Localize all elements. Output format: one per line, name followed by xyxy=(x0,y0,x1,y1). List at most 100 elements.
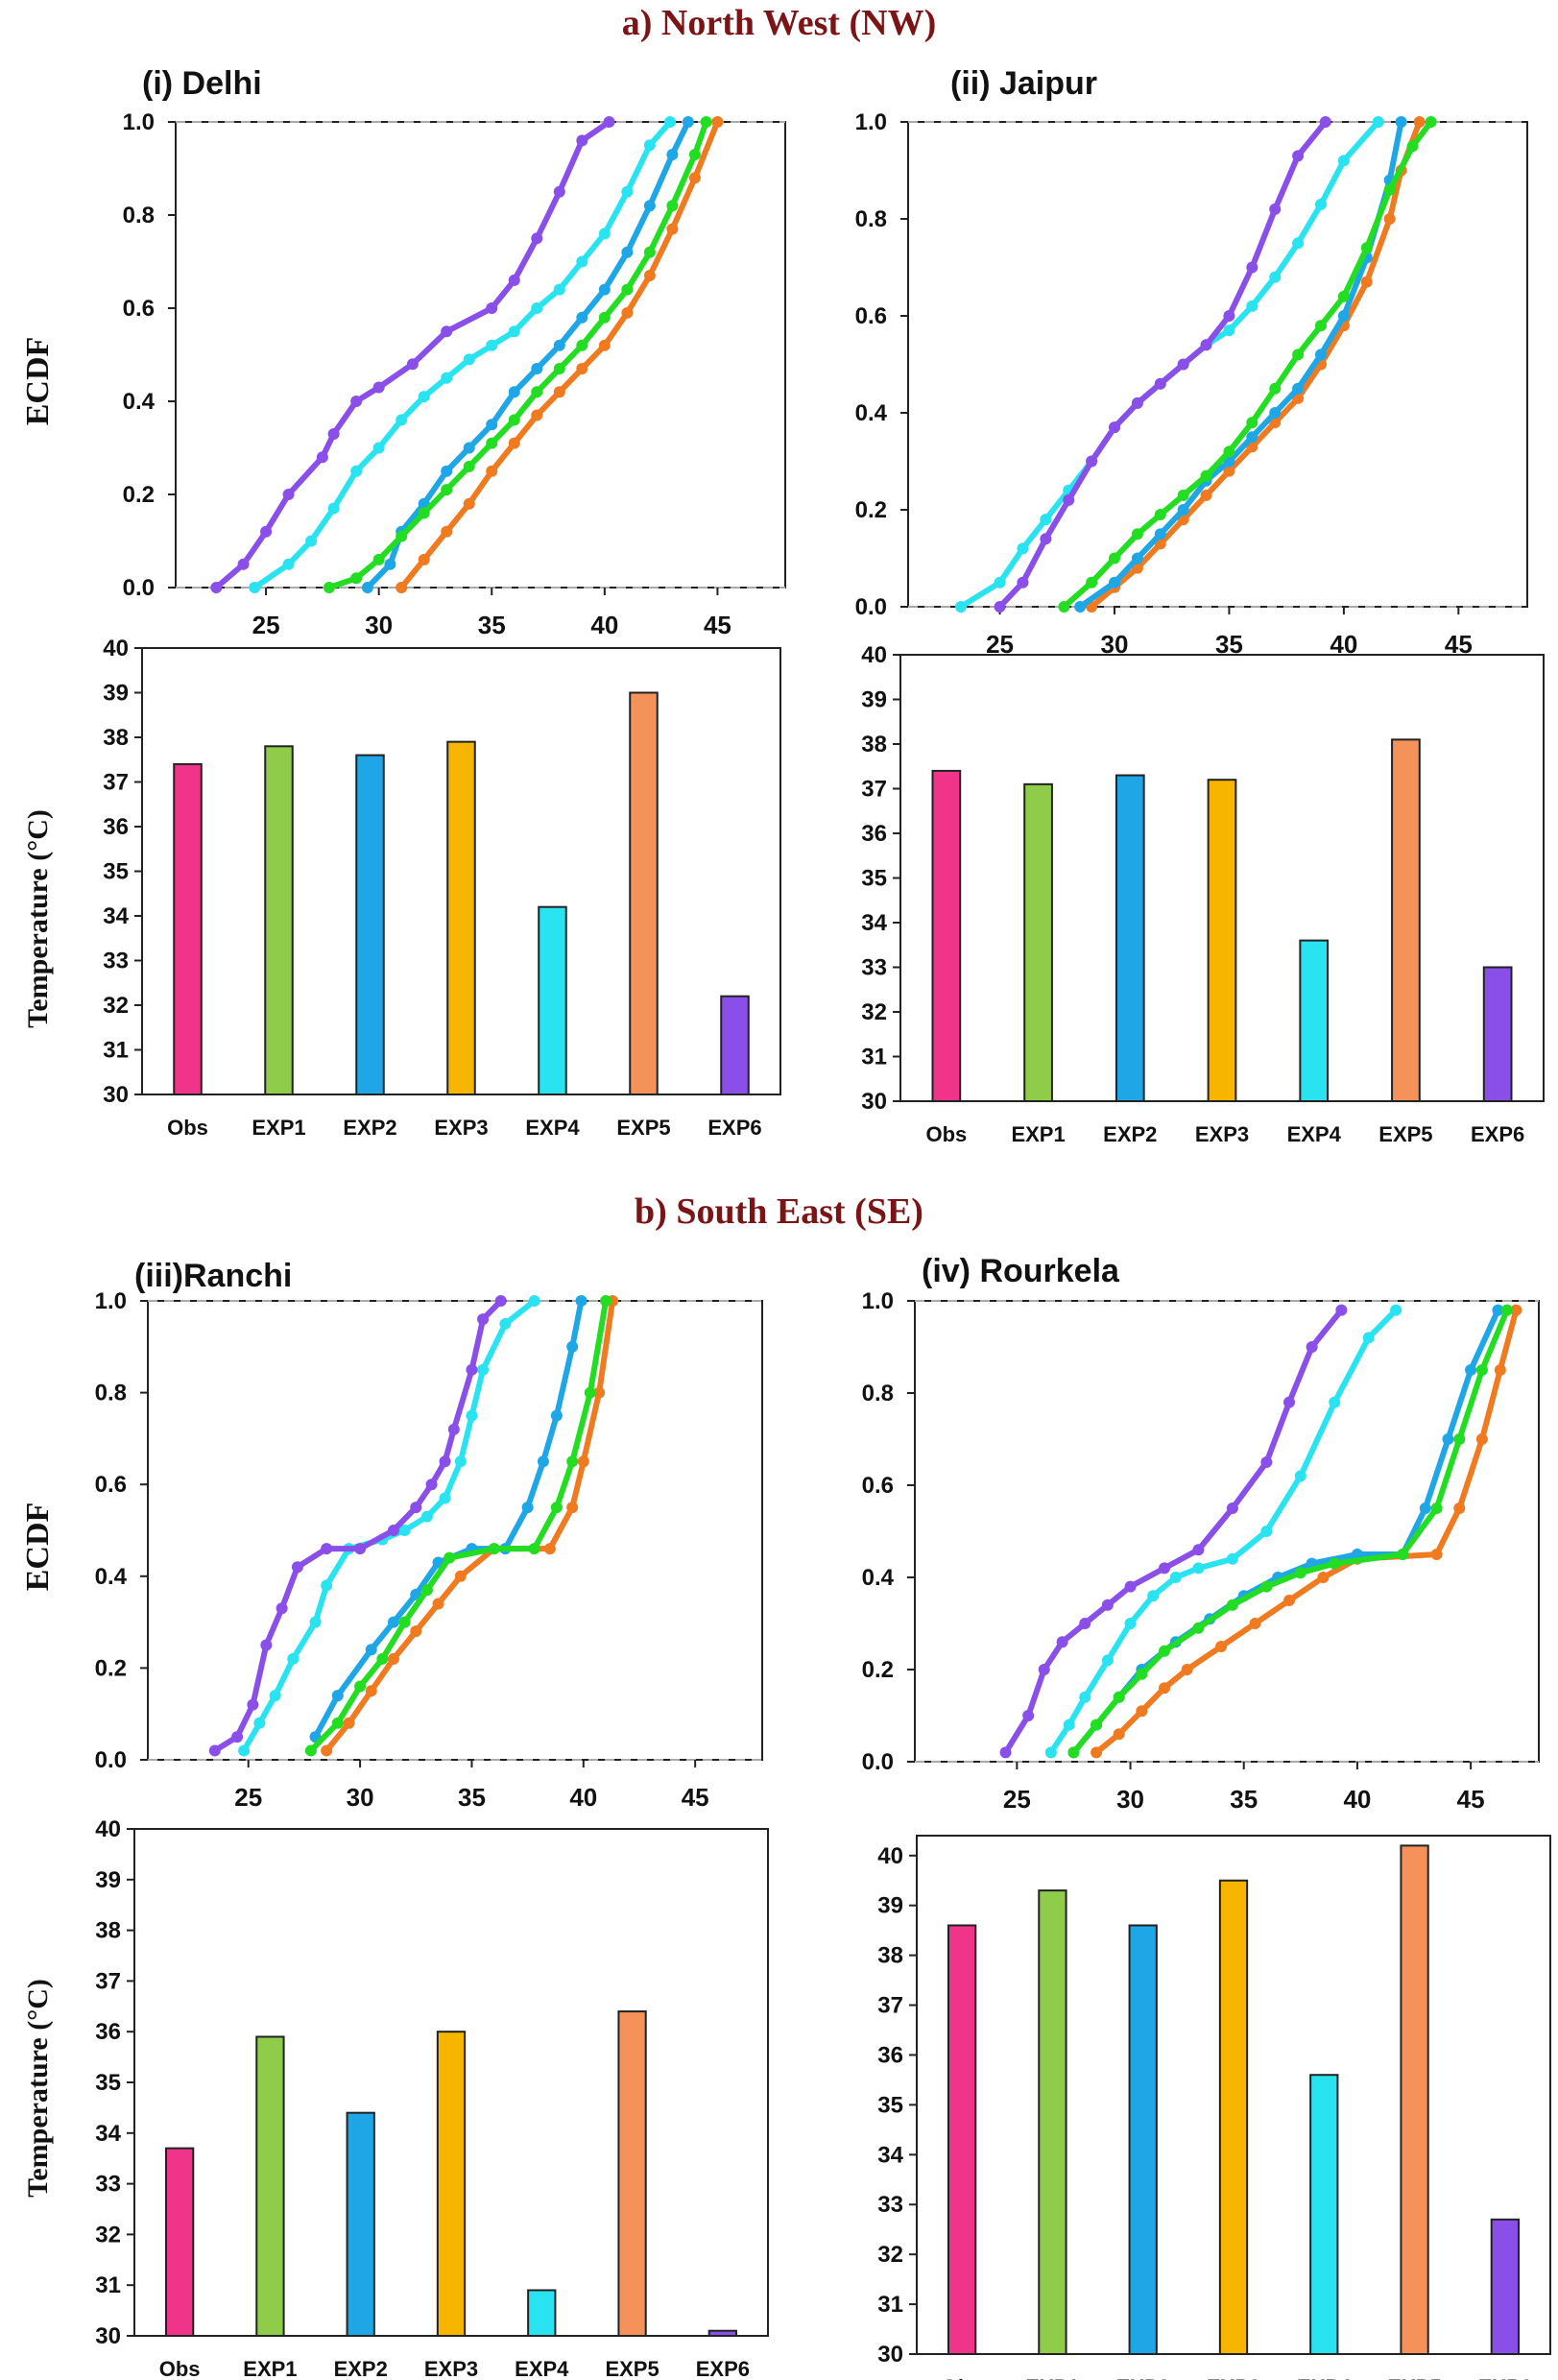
bar-5-bar-exp5 xyxy=(1391,738,1421,1102)
ecdf-2-point-exp4 xyxy=(499,1317,512,1330)
ecdf-2-point-exp1 xyxy=(443,1551,456,1564)
bar-5-xlabel-obs: Obs xyxy=(925,1122,967,1146)
ecdf-3-point-exp1 xyxy=(1397,1549,1409,1560)
ecdf-1-point-exp5 xyxy=(1200,489,1212,501)
ecdf-2-point-exp4 xyxy=(269,1690,281,1702)
ecdf-1-point-exp1 xyxy=(1177,489,1189,501)
panel-title-jaipur: (ii) Jaipur xyxy=(950,65,1098,102)
ecdf-3-point-exp2 xyxy=(1442,1433,1454,1445)
bar-7-xlabel-exp3: EXP3 xyxy=(1207,2375,1260,2380)
ecdf-3-xtick-label: 25 xyxy=(1003,1785,1031,1814)
bar-4-ytick-label: 39 xyxy=(103,681,129,707)
ecdf-1-point-exp4 xyxy=(994,576,1006,589)
bar-7-bar-exp6 xyxy=(1490,2218,1520,2355)
ecdf-2-point-exp5 xyxy=(543,1543,556,1555)
ecdf-0-point-exp1 xyxy=(621,283,634,296)
ecdf-3-series-exp4 xyxy=(1044,1304,1402,1759)
bar-7-xlabel-obs: Obs xyxy=(942,2375,983,2380)
bar-4-xlabel-exp3: EXP3 xyxy=(434,1116,488,1140)
ecdf-0-point-exp2 xyxy=(643,200,656,212)
ecdf-2-point-exp2 xyxy=(521,1502,534,1514)
ecdf-0-series-exp4 xyxy=(249,116,677,593)
ecdf-3-point-exp5 xyxy=(1249,1618,1261,1629)
ecdf-0-point-exp1 xyxy=(441,484,453,496)
ecdf-3-point-exp6 xyxy=(1124,1580,1137,1593)
ecdf-0-point-exp2 xyxy=(598,283,611,296)
ecdf-2-point-exp6 xyxy=(276,1602,288,1615)
ecdf-2-point-exp6 xyxy=(208,1744,221,1757)
ecdf-0-point-exp5 xyxy=(395,582,408,593)
ecdf-3-point-exp5 xyxy=(1494,1364,1506,1376)
ecdf-1-point-exp6 xyxy=(1063,493,1075,506)
ecdf-0-point-exp1 xyxy=(643,246,656,258)
bar-4-ytick-label: 40 xyxy=(103,636,129,661)
ecdf-1-point-exp1 xyxy=(1292,349,1305,361)
ecdf-2-point-exp5 xyxy=(343,1717,355,1729)
ecdf-3-point-exp1 xyxy=(1453,1433,1466,1445)
ecdf-3-point-exp4 xyxy=(1063,1719,1075,1731)
bar-5-bar-exp6 xyxy=(1482,966,1513,1102)
ecdf-1-point-exp2 xyxy=(1315,349,1327,361)
bar-5-ytick-label: 31 xyxy=(861,1045,887,1070)
bar-4-bar-exp1 xyxy=(264,745,294,1095)
ecdf-3-point-exp6 xyxy=(999,1746,1012,1759)
ecdf-0-point-exp2 xyxy=(621,246,634,258)
ecdf-2-point-exp5 xyxy=(365,1685,377,1697)
ecdf-0-point-exp6 xyxy=(486,302,498,314)
ecdf-0-point-exp6 xyxy=(282,489,295,500)
ecdf-3-point-exp5 xyxy=(1215,1641,1228,1652)
ecdf-3-xtick-label: 30 xyxy=(1116,1785,1144,1814)
ecdf-0-point-exp5 xyxy=(418,553,430,565)
ecdf-1-point-exp1 xyxy=(1360,242,1373,254)
ecdf-1-point-exp6 xyxy=(1223,310,1235,322)
bar-6-ytick-label: 38 xyxy=(95,1918,121,1944)
bar-5-ytick-label: 40 xyxy=(861,642,887,668)
ecdf-3-point-exp6 xyxy=(1038,1664,1050,1675)
ecdf-2-ytick-label: 0.4 xyxy=(95,1564,128,1590)
ecdf-0-point-exp1 xyxy=(323,582,335,593)
ecdf-1-series-exp1 xyxy=(1058,116,1437,613)
ecdf-0-point-exp1 xyxy=(553,363,565,375)
ecdf-2-ytick-label: 0.0 xyxy=(95,1747,127,1773)
ecdf-2-point-exp6 xyxy=(388,1525,399,1536)
ecdf-0-point-exp4 xyxy=(441,372,453,384)
bar-4-xlabel-exp1: EXP1 xyxy=(252,1116,305,1140)
ecdf-2-point-exp6 xyxy=(410,1502,422,1514)
ecdf-3-series-exp2 xyxy=(1067,1304,1504,1759)
ecdf-0-point-exp5 xyxy=(486,465,498,477)
ecdf-0-point-exp6 xyxy=(316,451,328,464)
ecdf-1-point-exp1 xyxy=(1406,140,1419,153)
ecdf-2-point-exp6 xyxy=(466,1363,478,1376)
ecdf-0-point-exp4 xyxy=(664,116,677,128)
ecdf-0-point-exp1 xyxy=(666,200,679,212)
ecdf-2-point-exp4 xyxy=(398,1525,411,1536)
bar-4-ytick-label: 36 xyxy=(103,814,129,840)
ecdf-1-point-exp2 xyxy=(1154,528,1166,541)
ecdf-0-series-exp2 xyxy=(361,116,694,593)
ecdf-3-point-exp1 xyxy=(1113,1691,1125,1703)
bar-6-ytick-label: 30 xyxy=(95,2323,121,2349)
bar-5-xlabel-exp1: EXP1 xyxy=(1011,1122,1065,1146)
ecdf-1-point-exp5 xyxy=(1223,465,1235,477)
ecdf-1-point-exp6 xyxy=(1246,261,1258,274)
bar-7-ytick-label: 31 xyxy=(877,2292,903,2318)
ecdf-3-point-exp4 xyxy=(1390,1304,1402,1316)
ecdf-2-point-exp5 xyxy=(388,1652,399,1665)
bar-4-bar-exp4 xyxy=(538,905,567,1096)
ecdf-0-point-exp6 xyxy=(603,116,615,128)
ecdf-2-line-exp4 xyxy=(241,1298,537,1752)
ecdf-0-point-exp1 xyxy=(598,311,611,324)
ecdf-2-point-exp1 xyxy=(376,1652,389,1665)
bar-4-ytick-label: 32 xyxy=(103,993,129,1019)
ecdf-2-point-exp6 xyxy=(447,1423,460,1435)
ecdf-1-point-exp6 xyxy=(1292,150,1305,162)
ecdf-3-series-exp5 xyxy=(1091,1304,1522,1759)
ecdf-0-ytick-label: 0.4 xyxy=(123,389,156,415)
ecdf-0-point-exp1 xyxy=(700,116,712,128)
bar-6-xlabel-exp6: EXP6 xyxy=(696,2357,750,2380)
ecdf-0-point-exp5 xyxy=(711,116,724,128)
ecdf-1-point-exp4 xyxy=(1372,116,1384,128)
bar-6-xlabel-exp1: EXP1 xyxy=(243,2357,297,2380)
ecdf-1-point-exp1 xyxy=(1246,417,1258,429)
ecdf-2-point-exp5 xyxy=(432,1598,444,1610)
